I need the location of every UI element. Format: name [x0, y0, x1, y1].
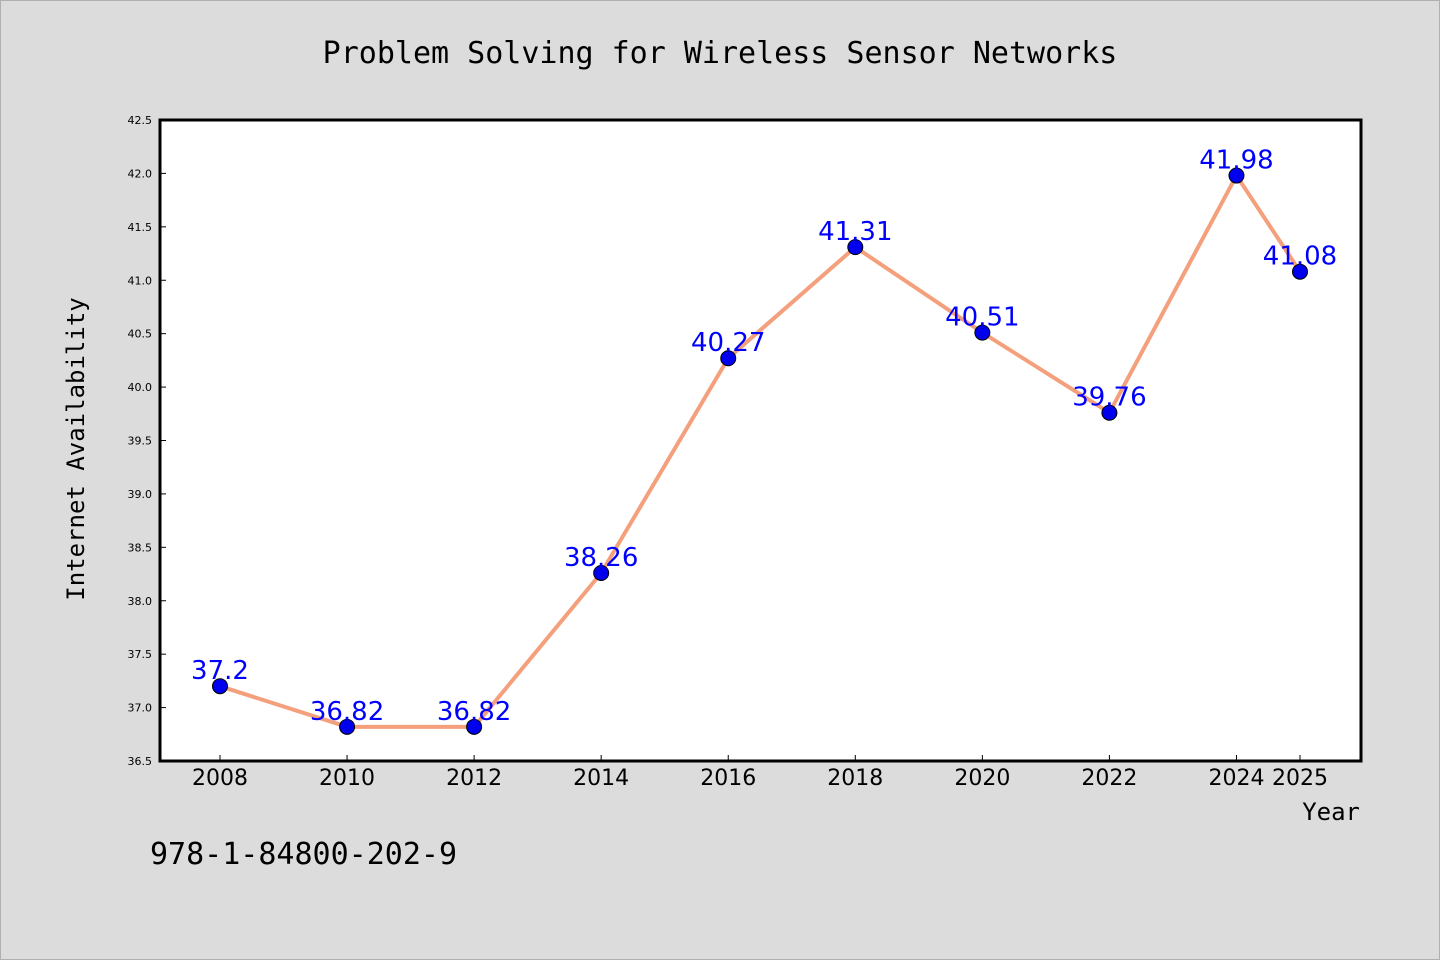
y-tick-label: 40.5 — [128, 328, 153, 341]
data-labels: 37.2 36.82 36.82 38.26 40.27 41.31 40.51 39.76 4… — [191, 146, 1337, 727]
data-point — [847, 239, 864, 256]
data-point — [1292, 263, 1308, 280]
y-axis-label: Internet Availability — [62, 297, 90, 600]
chart-title: Problem Solving for Wireless Sensor Netw… — [323, 36, 1118, 71]
x-tick-label: 2022 — [1081, 766, 1137, 791]
x-tick-label: 2008 — [192, 766, 248, 791]
data-point — [974, 324, 991, 341]
isbn-footnote: 978-1-84800-202-9 — [150, 837, 457, 872]
y-tick-label: 39.0 — [128, 488, 153, 501]
data-label: 38.26 — [564, 543, 638, 573]
data-point — [1228, 167, 1245, 184]
data-point — [212, 678, 228, 695]
data-label: 40.51 — [945, 303, 1019, 333]
x-tick-label: 2018 — [827, 766, 883, 791]
data-label: 39.76 — [1072, 383, 1146, 413]
x-tick-label: 2010 — [319, 766, 375, 791]
data-label: 40.27 — [691, 328, 765, 358]
y-tick-label: 37.0 — [128, 702, 153, 715]
data-point — [720, 350, 737, 367]
x-tick-label: 2020 — [954, 766, 1010, 791]
y-tick-label: 41.0 — [128, 274, 153, 287]
data-label: 41.31 — [818, 217, 892, 247]
x-tick-label: 2016 — [700, 766, 756, 791]
plot-area — [158, 118, 1363, 763]
x-tick-label: 2024 — [1208, 766, 1264, 791]
data-point — [593, 564, 610, 581]
x-tick-label: 2012 — [446, 766, 502, 791]
data-label: 36.82 — [310, 697, 384, 727]
y-tick-label: 38.0 — [128, 595, 153, 608]
series-markers — [212, 167, 1308, 735]
y-tick-label: 37.5 — [128, 648, 153, 661]
data-label: 41.08 — [1263, 242, 1337, 272]
y-tick-label: 36.5 — [128, 755, 153, 768]
data-label: 37.2 — [191, 656, 249, 686]
y-tick-label: 41.5 — [128, 221, 153, 234]
y-tick-label: 38.5 — [128, 541, 153, 554]
x-axis-label: Year — [1302, 798, 1360, 826]
y-tick-label: 42.0 — [128, 167, 153, 180]
y-axis-ticks: 36.5 37.0 37.5 38.0 38.5 39.0 39.5 40.0 40.5 41.0… — [128, 114, 166, 768]
data-point — [466, 718, 483, 735]
data-label: 36.82 — [437, 697, 511, 727]
y-tick-label: 40.0 — [128, 381, 153, 394]
y-tick-label: 39.5 — [128, 435, 153, 448]
data-point — [339, 718, 356, 735]
x-tick-label: 2025 — [1272, 766, 1328, 791]
data-point — [1101, 404, 1118, 421]
series-line — [219, 173, 1302, 729]
x-tick-label: 2014 — [573, 766, 629, 791]
x-axis-ticks: 2008 2010 2012 2014 2016 2018 2020 2022 2024 2025 — [192, 755, 1328, 791]
data-label: 41.98 — [1199, 146, 1273, 176]
y-tick-label: 42.5 — [128, 114, 153, 127]
